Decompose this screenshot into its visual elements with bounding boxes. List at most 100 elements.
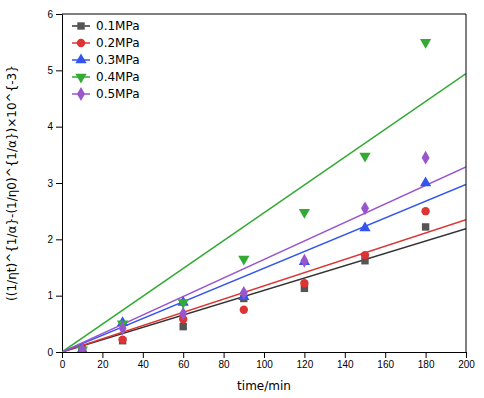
x-tick-label: 40 (138, 359, 150, 370)
point (238, 256, 249, 266)
x-tick-label: 120 (297, 359, 314, 370)
x-tick: 40 (138, 352, 150, 370)
point (118, 335, 126, 343)
y-axis-title: ((1/ηt)^{1/α}-(1/η0)^{1/α})×10^{-3} (5, 65, 19, 301)
legend-item: 0.2MPa (72, 36, 140, 50)
plot-area: 0 20 40 60 80 100 120 140 160 180 200 0 1 2 3 4 5 6 0.1MPa… (47, 9, 475, 370)
y-tick: 5 (47, 65, 62, 76)
point (240, 306, 248, 314)
point (78, 343, 86, 352)
y-tick-mark (56, 352, 62, 353)
legend-label: 0.5MPa (96, 87, 140, 101)
point (422, 151, 430, 165)
x-tick: 140 (337, 352, 354, 370)
frame (62, 14, 466, 15)
x-tick-label: 20 (97, 359, 109, 370)
legend-label: 0.4MPa (96, 70, 140, 84)
x-tick: 20 (97, 352, 109, 370)
point (119, 321, 127, 335)
x-tick: 180 (418, 352, 435, 370)
y-axis-line (56, 15, 63, 353)
point (359, 222, 370, 232)
y-tick-mark (56, 239, 62, 240)
point (359, 153, 370, 163)
y-tick-label: 0 (47, 347, 53, 358)
legend-symbol (75, 53, 86, 63)
x-tick: 120 (297, 352, 314, 370)
x-tick-mark (102, 352, 103, 358)
y-tick-label: 4 (47, 121, 53, 132)
point (361, 251, 369, 259)
y-tick-mark (56, 296, 62, 297)
y-tick-mark (56, 70, 62, 71)
x-tick: 0 (60, 352, 66, 370)
y-tick-mark (56, 127, 62, 128)
x-tick-mark (143, 352, 144, 358)
frame (466, 14, 467, 352)
y-tick: 2 (47, 234, 62, 245)
y-tick-label: 6 (47, 9, 53, 20)
x-tick-label: 140 (337, 359, 354, 370)
y-tick-label: 5 (47, 65, 53, 76)
x-tick: 60 (178, 352, 190, 370)
x-tick-label: 0 (60, 359, 66, 370)
y-tick-mark (56, 14, 62, 15)
x-tick-label: 60 (178, 359, 190, 370)
point (240, 286, 248, 300)
point (361, 201, 369, 215)
y-tick-mark (56, 183, 62, 184)
x-tick-label: 160 (377, 359, 394, 370)
x-tick-label: 180 (418, 359, 435, 370)
legend-item: 0.4MPa (72, 70, 140, 84)
y-tick-label: 2 (47, 234, 53, 245)
legend-label: 0.2MPa (96, 36, 140, 50)
x-tick: 80 (219, 352, 231, 370)
legend-label: 0.3MPa (96, 53, 140, 67)
legend-label: 0.1MPa (96, 19, 140, 33)
chart: 0 20 40 60 80 100 120 140 160 180 200 0 1 2 3 4 5 6 0.1MPa… (0, 0, 484, 398)
x-axis-title: time/min (237, 379, 291, 393)
point (300, 254, 308, 268)
y-tick: 4 (47, 121, 62, 132)
fit-line (62, 229, 466, 352)
legend-item: 0.5MPa (72, 87, 140, 101)
legend-symbol (77, 39, 85, 47)
x-tick-label: 100 (256, 359, 273, 370)
y-tick: 1 (47, 290, 62, 301)
marks (62, 39, 466, 352)
x-tick-mark (224, 352, 225, 358)
legend-symbol (77, 87, 85, 101)
point (420, 39, 431, 49)
point (300, 279, 308, 287)
legend-symbol (75, 74, 86, 84)
fit-line (62, 185, 466, 352)
point (420, 176, 431, 186)
x-tick: 200 (458, 352, 475, 370)
legend-symbol (77, 22, 84, 29)
legend: 0.1MPa 0.2MPa 0.3MPa 0.4MPa 0.5MPa (72, 19, 140, 101)
x-tick-mark (345, 352, 346, 358)
x-tick-mark (466, 352, 467, 358)
y-tick-label: 3 (47, 178, 53, 189)
x-axis: 0 20 40 60 80 100 120 140 160 180 200 (60, 352, 476, 370)
fit-line (62, 74, 466, 352)
fit-line (62, 167, 466, 352)
x-tick-label: 80 (219, 359, 231, 370)
x-tick-mark (385, 352, 386, 358)
x-axis-line (63, 353, 467, 359)
legend-item: 0.1MPa (72, 19, 140, 33)
y-axis: 0 1 2 3 4 5 6 (47, 9, 62, 358)
x-tick-mark (264, 352, 265, 358)
fit-line (62, 220, 466, 352)
x-tick-mark (183, 352, 184, 358)
x-tick: 100 (256, 352, 273, 370)
y-tick: 6 (47, 9, 62, 20)
point (421, 207, 429, 215)
x-tick-label: 200 (458, 359, 475, 370)
point (179, 307, 187, 321)
x-tick-mark (304, 352, 305, 358)
x-tick-mark (426, 352, 427, 358)
point (422, 223, 429, 230)
point (179, 323, 186, 330)
y-tick-label: 1 (47, 290, 53, 301)
